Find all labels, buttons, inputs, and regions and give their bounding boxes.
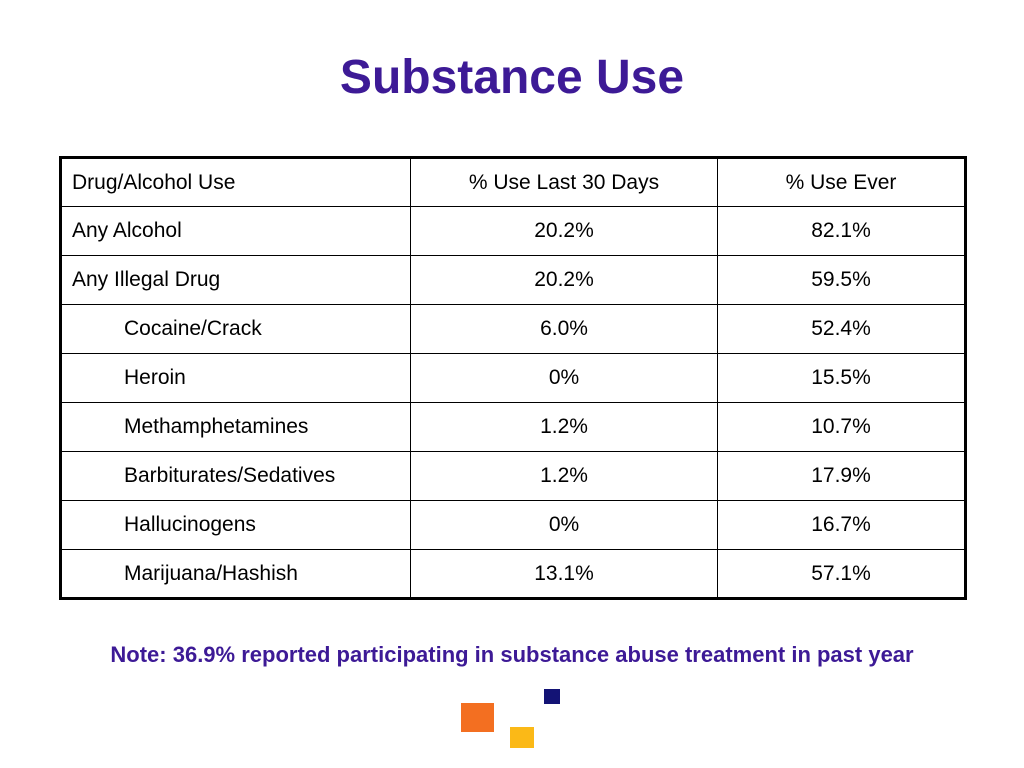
row-ever: 52.4% xyxy=(717,304,966,354)
decorative-yellow-square xyxy=(510,727,534,748)
header-drug-alcohol-use: Drug/Alcohol Use xyxy=(60,157,411,207)
row-last-30-days: 20.2% xyxy=(410,255,718,305)
table-row: Barbiturates/Sedatives 1.2% 17.9% xyxy=(60,451,966,501)
slide-title: Substance Use xyxy=(339,51,685,104)
table-row: Methamphetamines 1.2% 10.7% xyxy=(60,402,966,452)
table-row: Marijuana/Hashish 13.1% 57.1% xyxy=(60,549,966,599)
table-header-row: Drug/Alcohol Use % Use Last 30 Days % Us… xyxy=(60,157,966,207)
row-label: Barbiturates/Sedatives xyxy=(60,451,411,501)
row-ever: 57.1% xyxy=(717,549,966,599)
table-row: Cocaine/Crack 6.0% 52.4% xyxy=(60,304,966,354)
row-ever: 10.7% xyxy=(717,402,966,452)
decorative-orange-square xyxy=(461,703,494,732)
row-label: Any Illegal Drug xyxy=(60,255,411,305)
row-last-30-days: 0% xyxy=(410,500,718,550)
footnote: Note: 36.9% reported participating in su… xyxy=(110,642,914,667)
table-row: Hallucinogens 0% 16.7% xyxy=(60,500,966,550)
row-ever: 59.5% xyxy=(717,255,966,305)
row-last-30-days: 13.1% xyxy=(410,549,718,599)
row-ever: 15.5% xyxy=(717,353,966,403)
table-row: Any Illegal Drug 20.2% 59.5% xyxy=(60,255,966,305)
row-last-30-days: 0% xyxy=(410,353,718,403)
table-row: Any Alcohol 20.2% 82.1% xyxy=(60,206,966,256)
substance-use-table: Drug/Alcohol Use % Use Last 30 Days % Us… xyxy=(59,156,967,600)
row-last-30-days: 1.2% xyxy=(410,451,718,501)
row-label: Methamphetamines xyxy=(60,402,411,452)
row-last-30-days: 1.2% xyxy=(410,402,718,452)
decorative-navy-square xyxy=(544,689,560,704)
row-label: Marijuana/Hashish xyxy=(60,549,411,599)
row-last-30-days: 6.0% xyxy=(410,304,718,354)
row-label: Heroin xyxy=(60,353,411,403)
row-label: Cocaine/Crack xyxy=(60,304,411,354)
row-label: Hallucinogens xyxy=(60,500,411,550)
header-use-ever: % Use Ever xyxy=(717,157,966,207)
table-row: Heroin 0% 15.5% xyxy=(60,353,966,403)
row-ever: 82.1% xyxy=(717,206,966,256)
header-use-last-30-days: % Use Last 30 Days xyxy=(410,157,718,207)
row-label: Any Alcohol xyxy=(60,206,411,256)
row-ever: 16.7% xyxy=(717,500,966,550)
row-last-30-days: 20.2% xyxy=(410,206,718,256)
row-ever: 17.9% xyxy=(717,451,966,501)
